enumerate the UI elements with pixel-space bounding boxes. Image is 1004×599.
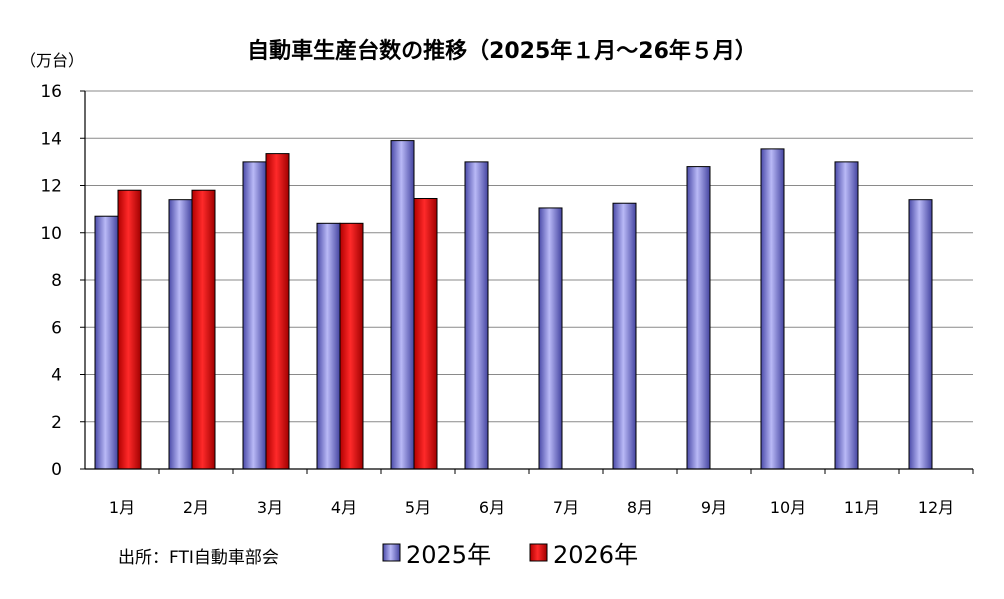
bar-2026-3 [265,153,290,470]
y-tick-label: 16 [40,82,62,102]
x-tick-label: 9月 [701,498,727,517]
bar-2025-6 [464,161,489,470]
chart-title: 自動車生産台数の推移（2025年１月～26年５月） [247,38,757,64]
y-tick-label: 4 [51,366,62,386]
bar-2025-3 [242,161,267,470]
y-tick-label: 6 [51,318,62,338]
y-tick-label: 0 [51,460,62,480]
bar-2025-5 [390,140,415,470]
legend-label-2025: 2025年 [406,541,491,569]
gridlines [85,90,973,423]
bar-2025-2 [168,199,193,470]
x-tick-label: 12月 [918,498,954,517]
legend-swatch-2025 [382,543,401,562]
y-axis-unit-label: （万台） [20,51,84,70]
x-tick-label: 6月 [479,498,505,517]
source-note: 出所：FTI自動車部会 [118,548,279,568]
x-tick-label: 10月 [770,498,806,517]
bar-2026-2 [191,189,216,470]
x-tick-label: 3月 [257,498,283,517]
x-tick-label: 1月 [109,498,135,517]
y-axis-ticks: 0 2 4 6 8 10 12 14 16 [40,82,85,480]
x-tick-label: 11月 [844,498,880,517]
y-tick-label: 12 [40,177,62,197]
bar-2026-5 [413,197,438,470]
bar-2026-4 [339,222,364,470]
y-tick-label: 2 [51,413,62,433]
bar-2025-4 [316,222,341,470]
x-tick-label: 5月 [405,498,431,517]
legend-label-2026: 2026年 [553,541,638,569]
x-axis-ticks: 1月 2月 3月 4月 5月 6月 7月 8月 9月 10月 11月 12月 [109,469,974,517]
y-tick-label: 14 [40,129,62,149]
bar-2025-1 [94,215,119,470]
bars [94,140,933,470]
legend: 2025年 2026年 [382,541,638,569]
x-tick-label: 8月 [627,498,653,517]
bar-2025-7 [538,207,563,470]
legend-swatch-2026 [529,543,548,562]
bar-2025-12 [908,199,933,470]
bar-2025-10 [760,148,785,470]
x-tick-label: 4月 [331,498,357,517]
bar-2025-8 [612,202,637,470]
x-tick-label: 2月 [183,498,209,517]
y-tick-label: 10 [40,224,62,244]
bar-2025-11 [834,161,859,470]
x-tick-label: 7月 [553,498,579,517]
bar-2026-1 [117,189,142,470]
bar-2025-9 [686,166,711,470]
y-tick-label: 8 [51,271,62,291]
